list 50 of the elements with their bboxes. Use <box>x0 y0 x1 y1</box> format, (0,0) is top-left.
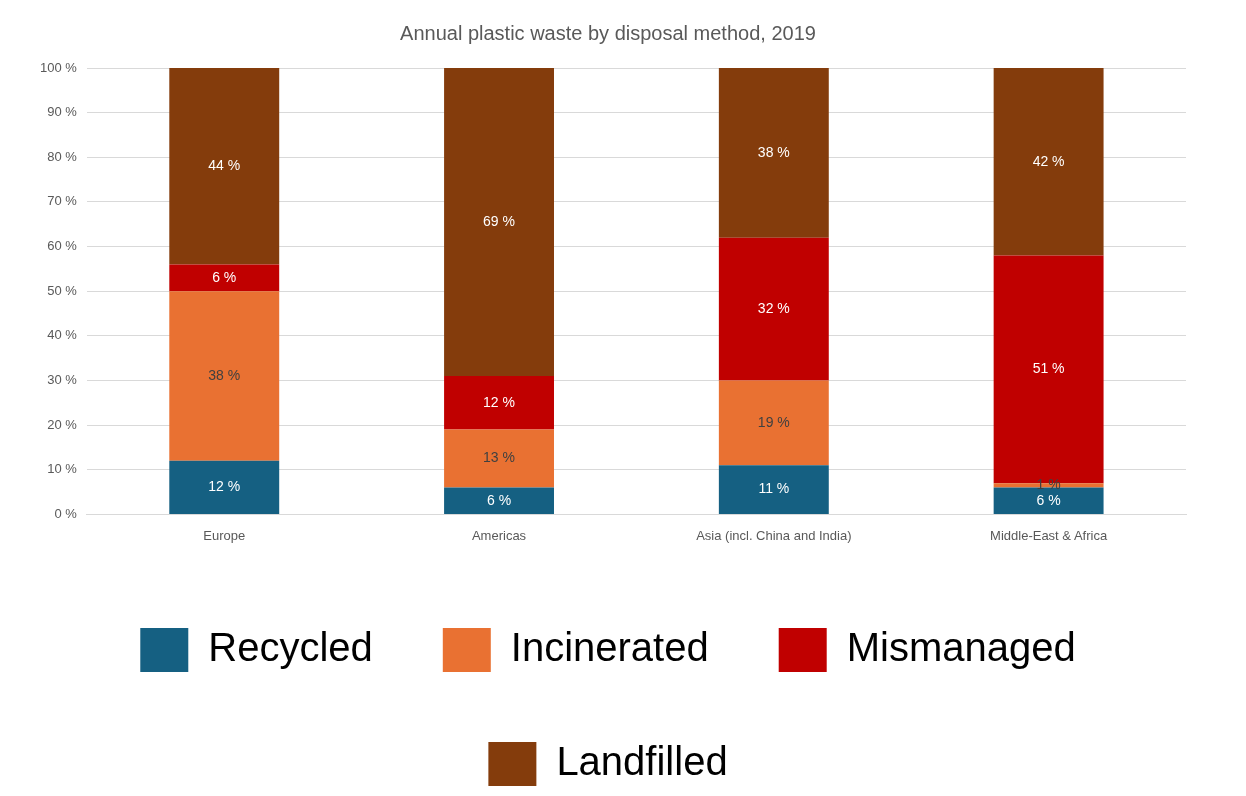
bar <box>169 291 280 461</box>
data-label: 13 % <box>483 449 515 466</box>
legend-label: Incinerated <box>510 625 709 670</box>
data-label: 44 % <box>208 157 241 174</box>
x-tick-label: Americas <box>471 527 527 543</box>
bar <box>718 465 829 514</box>
data-label: 42 % <box>1032 152 1065 169</box>
data-label: 69 % <box>483 212 515 229</box>
data-label: 32 % <box>757 299 790 316</box>
bar <box>444 487 554 514</box>
data-label: 38 % <box>757 143 790 160</box>
bar <box>169 68 280 265</box>
y-tick-label: 20 % <box>47 416 78 432</box>
legend-label: Landfilled <box>556 739 728 784</box>
y-tick-label: 0 % <box>54 505 78 521</box>
bar <box>169 460 280 514</box>
data-label: 6 % <box>486 491 512 508</box>
bar <box>444 429 554 488</box>
bar <box>169 264 280 292</box>
y-tick-label: 40 % <box>47 327 78 343</box>
bar <box>718 380 829 466</box>
data-label: 6 % <box>212 268 237 285</box>
y-tick-label: 90 % <box>47 104 78 120</box>
bar <box>444 376 554 430</box>
y-tick-label: 30 % <box>47 372 78 388</box>
y-tick-label: 60 % <box>47 238 78 254</box>
data-label: 1 % <box>1036 476 1061 493</box>
y-tick-label: 100 % <box>39 59 78 75</box>
data-label: 19 % <box>757 413 790 430</box>
bar <box>993 68 1104 256</box>
data-label: 12 % <box>483 393 515 410</box>
bar <box>444 68 554 377</box>
legend-label: Recycled <box>208 625 373 670</box>
bar <box>993 487 1104 514</box>
x-tick-label: Middle-East & Africa <box>990 527 1108 543</box>
bar <box>718 237 829 381</box>
y-tick-label: 80 % <box>47 148 78 164</box>
x-tick-label: Europe <box>203 527 246 543</box>
data-label: 38 % <box>208 366 241 383</box>
legend-label: Mismanaged <box>846 625 1076 670</box>
data-label: 51 % <box>1032 360 1065 377</box>
y-tick-label: 50 % <box>47 282 78 298</box>
data-label: 12 % <box>208 478 241 495</box>
y-tick-label: 70 % <box>47 193 78 209</box>
y-tick-label: 10 % <box>47 461 78 477</box>
bar <box>718 68 829 238</box>
x-tick-label: Asia (incl. China and India) <box>696 527 852 543</box>
data-label: 11 % <box>758 480 790 497</box>
data-label: 6 % <box>1036 491 1061 508</box>
chart-title: Annual plastic waste by disposal method, 2019 <box>400 21 816 44</box>
